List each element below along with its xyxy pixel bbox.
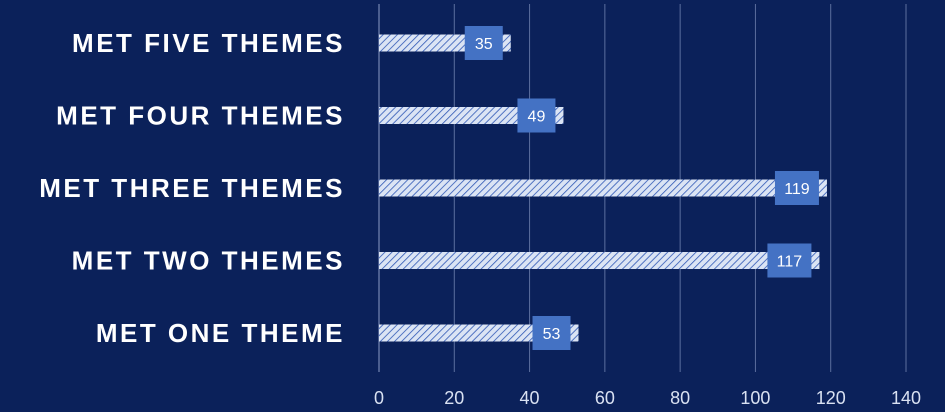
- data-label-box: [517, 98, 556, 133]
- x-tick-label: 100: [740, 388, 770, 408]
- data-label: 49: [528, 109, 546, 126]
- bar: [379, 107, 564, 124]
- data-label: 117: [777, 254, 803, 271]
- bar: [379, 324, 579, 342]
- bars: [379, 34, 827, 342]
- category-label: MET ONE THEME: [96, 318, 345, 348]
- bar: [379, 252, 820, 269]
- x-tick-label: 0: [374, 388, 384, 408]
- data-label-box: [774, 171, 819, 205]
- category-labels: MET FIVE THEMES MET FOUR THEMES MET THREE …: [39, 28, 345, 348]
- data-label-box: [464, 26, 503, 60]
- category-label: MET THREE THEMES: [39, 173, 345, 203]
- category-label: MET TWO THEMES: [72, 246, 345, 276]
- x-axis-tick-labels: 0 20 40 60 80 100 120 140: [374, 388, 921, 408]
- data-label: 35: [475, 36, 493, 53]
- x-tick-label: 140: [891, 388, 921, 408]
- data-label: 119: [784, 181, 810, 198]
- x-tick-label: 80: [670, 388, 690, 408]
- data-label-box: [532, 316, 571, 350]
- bar: [379, 179, 827, 197]
- x-tick-label: 120: [816, 388, 846, 408]
- category-label: MET FOUR THEMES: [56, 101, 345, 131]
- data-label-box: [767, 243, 812, 278]
- data-label: 53: [543, 326, 561, 343]
- category-label: MET FIVE THEMES: [72, 28, 345, 58]
- data-labels: 35 49 119 117 53: [464, 26, 819, 350]
- x-tick-label: 40: [520, 388, 540, 408]
- x-tick-label: 60: [595, 388, 615, 408]
- x-tick-label: 20: [444, 388, 464, 408]
